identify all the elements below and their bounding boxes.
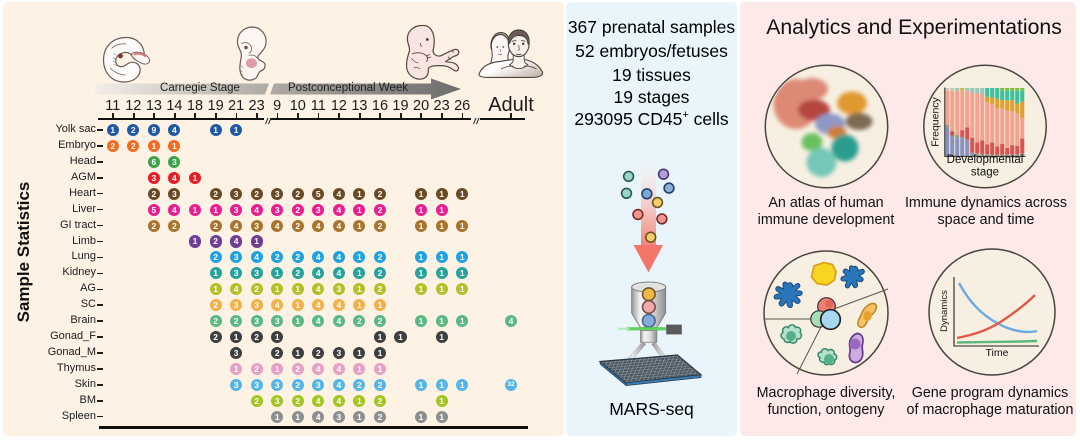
svg-text:Time: Time: [986, 347, 1009, 359]
svg-text:Frequency: Frequency: [930, 96, 942, 146]
svg-text:stage: stage: [971, 167, 999, 179]
svg-text:Developmental: Developmental: [947, 154, 1024, 166]
svg-text:Dynamics: Dynamics: [939, 290, 950, 332]
